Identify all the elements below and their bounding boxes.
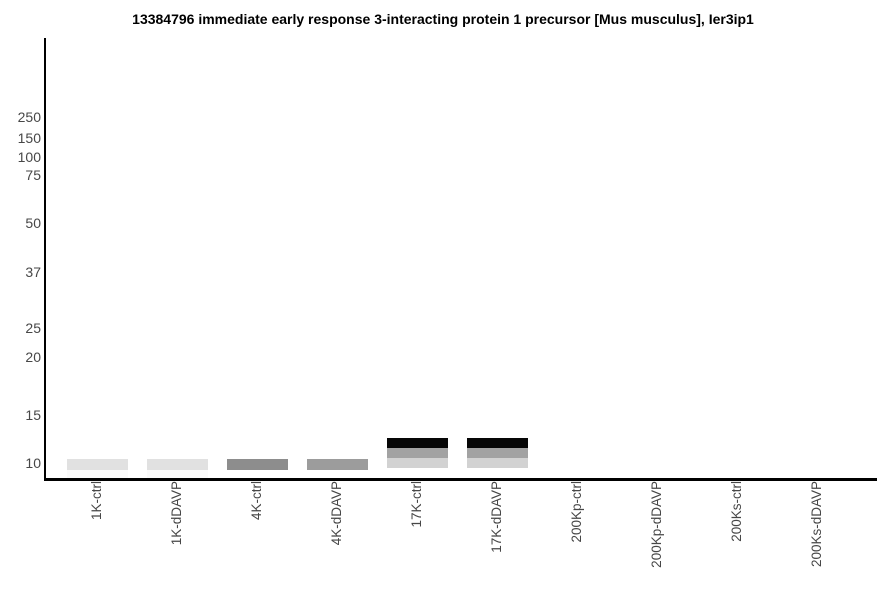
y-tick-label-75: 75 <box>25 167 41 183</box>
band-1K-dDAVP-0 <box>146 459 208 470</box>
band-4K-ctrl-0 <box>226 458 288 470</box>
y-tick-label-250: 250 <box>17 109 41 125</box>
y-tick-label-25: 25 <box>25 320 41 336</box>
y-tick-label-20: 20 <box>25 349 41 365</box>
x-lane-label-4K-ctrl: 4K-ctrl <box>249 481 264 521</box>
x-axis-line <box>43 478 877 481</box>
band-17K-dDAVP-0 <box>466 438 528 448</box>
x-lane-label-1K-ctrl: 1K-ctrl <box>89 481 104 521</box>
band-17K-ctrl-2 <box>386 458 448 468</box>
band-17K-dDAVP-2 <box>466 458 528 468</box>
y-tick-label-10: 10 <box>25 455 41 471</box>
x-lane-label-1K-dDAVP: 1K-dDAVP <box>169 481 184 546</box>
band-17K-dDAVP-1 <box>466 448 528 458</box>
y-tick-label-15: 15 <box>25 407 41 423</box>
band-1K-ctrl-1 <box>66 470 128 478</box>
band-1K-dDAVP-1 <box>146 470 208 478</box>
x-lane-label-200Kp-dDAVP: 200Kp-dDAVP <box>649 481 664 568</box>
x-lane-label-4K-dDAVP: 4K-dDAVP <box>329 481 344 546</box>
x-lane-label-200Kp-ctrl: 200Kp-ctrl <box>569 481 584 543</box>
y-tick-label-50: 50 <box>25 215 41 231</box>
y-tick-label-37: 37 <box>25 264 41 280</box>
band-4K-dDAVP-0 <box>306 458 368 470</box>
chart-title: 13384796 immediate early response 3-inte… <box>132 11 754 27</box>
y-tick-label-100: 100 <box>17 149 41 165</box>
y-tick-label-150: 150 <box>17 130 41 146</box>
band-1K-ctrl-0 <box>66 459 128 470</box>
x-lane-label-17K-dDAVP: 17K-dDAVP <box>489 481 504 553</box>
y-axis-line <box>43 38 46 481</box>
x-lane-label-17K-ctrl: 17K-ctrl <box>409 481 424 528</box>
band-17K-ctrl-1 <box>386 448 448 458</box>
x-lane-label-200Ks-ctrl: 200Ks-ctrl <box>729 481 744 542</box>
band-17K-ctrl-0 <box>386 438 448 448</box>
x-lane-label-200Ks-dDAVP: 200Ks-dDAVP <box>809 481 824 568</box>
